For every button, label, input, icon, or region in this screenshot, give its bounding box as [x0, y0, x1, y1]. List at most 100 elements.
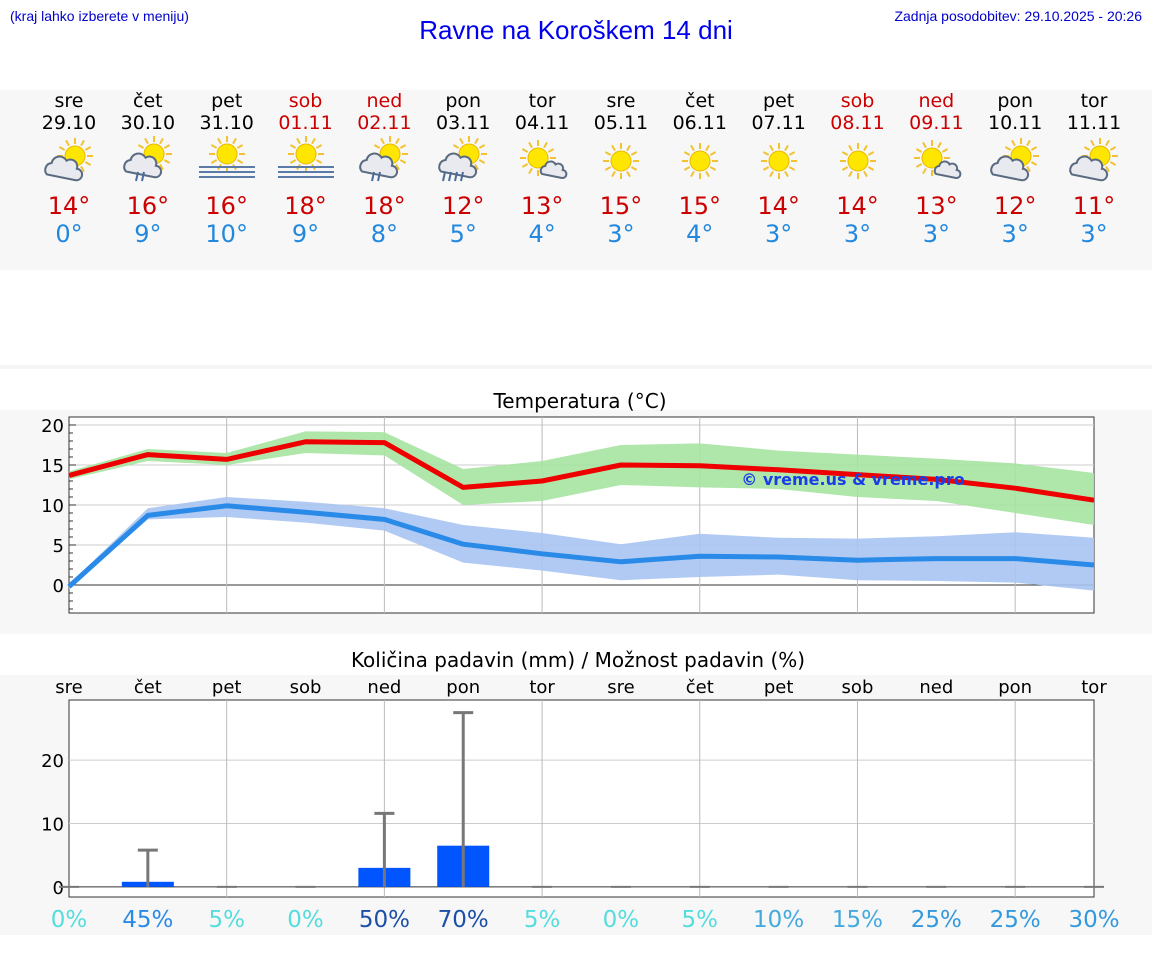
weather-icon [198, 136, 255, 178]
y-tick-label: 15 [41, 456, 64, 477]
x-category-label: tor [1081, 677, 1107, 698]
precipitation-probability: 70% [438, 907, 489, 933]
weather-icon [839, 143, 876, 179]
x-category-label: sre [607, 677, 634, 698]
page-title: Ravne na Koroškem 14 dni [419, 15, 733, 45]
min-temperature-band [69, 497, 1094, 591]
precipitation-probability: 50% [359, 907, 410, 933]
weather-icon [123, 136, 172, 182]
max-temperature: 13° [915, 192, 958, 220]
day-date: 09.11 [909, 112, 964, 134]
partly-cloudy-icon [44, 138, 93, 182]
precipitation-probability: 25% [911, 907, 962, 933]
day-column: sre 05.11 15° 3° [581, 90, 661, 248]
y-tick-label: 20 [41, 751, 64, 772]
weather-icon [277, 136, 334, 178]
x-category-label: pon [446, 677, 480, 698]
weather-icon [990, 138, 1040, 182]
sun-icon [760, 143, 797, 179]
last-updated: Zadnja posodobitev: 29.10.2025 - 20:26 [894, 8, 1142, 24]
day-column: čet 30.10 16° 9° [108, 90, 188, 248]
x-category-label: ned [367, 677, 401, 698]
day-column: sob 01.11 18° 9° [266, 90, 346, 248]
y-tick-label: 20 [41, 416, 64, 437]
min-temperature-line [67, 503, 1095, 589]
day-column: pon 10.11 12° 3° [975, 90, 1055, 248]
weather-icon [602, 143, 639, 179]
sun-small-cloud-icon [520, 140, 568, 179]
day-name: čet [133, 90, 163, 112]
x-category-label: sob [290, 677, 322, 698]
day-name: ned [918, 90, 955, 112]
temperature-chart: Temperatura (°C) 0 5 10 15 20 © vreme.us & vre… [41, 389, 1095, 614]
plot-area [68, 699, 1095, 898]
y-tick-label: 5 [53, 536, 64, 557]
sun-icon [602, 143, 639, 179]
x-category-label: čet [134, 677, 162, 698]
day-date: 07.11 [751, 112, 806, 134]
forecast-strip [0, 90, 1152, 270]
min-temperature: 3° [922, 220, 950, 248]
precipitation-probability: 5% [682, 907, 719, 933]
day-column: tor 04.11 13° 4° [502, 90, 582, 248]
day-date: 02.11 [357, 112, 412, 134]
max-temperature: 16° [126, 192, 170, 220]
precipitation-chart-title: Količina padavin (mm) / Možnost padavin … [351, 648, 805, 672]
precipitation-chart: Količina padavin (mm) / Možnost padavin … [41, 648, 1119, 933]
precipitation-probability: 5% [524, 907, 561, 933]
day-column: pon 03.11 12° 5° [423, 90, 503, 248]
min-temperature: 9° [134, 220, 162, 248]
sun-cloud-rain-icon [359, 136, 409, 182]
sun-fog-icon [198, 136, 255, 178]
day-column: tor 11.11 11° 3° [1054, 90, 1134, 248]
max-temperature: 18° [284, 192, 327, 220]
day-name: pet [211, 90, 243, 112]
sun-small-cloud-icon [914, 140, 962, 179]
day-name: sre [606, 90, 636, 112]
max-temperature: 14° [836, 192, 879, 220]
max-temperature: 15° [678, 192, 722, 220]
day-name: čet [685, 90, 715, 112]
min-temperature: 5° [449, 220, 477, 248]
day-date: 06.11 [672, 112, 727, 134]
weather-icon [681, 143, 718, 179]
precipitation-probability: 45% [122, 907, 173, 933]
weather-icon [438, 136, 488, 182]
day-column: ned 02.11 18° 8° [344, 90, 424, 248]
max-temperature-band [69, 431, 1094, 525]
min-temperature: 8° [370, 220, 399, 248]
weather-icon [1069, 138, 1119, 182]
day-name: tor [1080, 90, 1108, 112]
day-column: čet 06.11 15° 4° [660, 90, 740, 248]
precipitation-probability: 30% [1068, 907, 1119, 933]
day-name: sob [840, 90, 875, 112]
day-date: 10.11 [987, 112, 1043, 134]
max-temperature: 11° [1072, 192, 1116, 220]
day-date: 04.11 [514, 112, 570, 134]
day-name: pet [763, 90, 795, 112]
sun-cloud-heavy-rain-icon [438, 136, 488, 182]
min-temperature: 3° [765, 220, 793, 248]
watermark: © vreme.us & vreme.pro [741, 470, 964, 489]
x-category-label: čet [686, 677, 714, 698]
day-date: 31.10 [199, 112, 254, 134]
day-column: sob 08.11 14° 3° [818, 90, 898, 248]
day-date: 03.11 [436, 112, 491, 134]
x-category-label: pon [998, 677, 1032, 698]
max-temperature: 15° [599, 192, 643, 220]
day-name: sob [288, 90, 323, 112]
weather-icon [914, 140, 962, 179]
min-temperature: 3° [1080, 220, 1108, 248]
day-name: tor [528, 90, 556, 112]
max-temperature: 13° [520, 192, 564, 220]
day-date: 29.10 [41, 112, 97, 134]
precipitation-probability: 0% [603, 907, 640, 933]
y-tick-label: 10 [41, 496, 64, 517]
min-temperature: 0° [55, 220, 83, 248]
y-tick-label: 0 [53, 878, 64, 899]
partly-cloudy-icon [1069, 138, 1119, 182]
day-date: 08.11 [830, 112, 885, 134]
precipitation-probability: 10% [753, 907, 804, 933]
max-temperature: 18° [363, 192, 406, 220]
day-column: pet 31.10 16° 10° [187, 90, 267, 248]
